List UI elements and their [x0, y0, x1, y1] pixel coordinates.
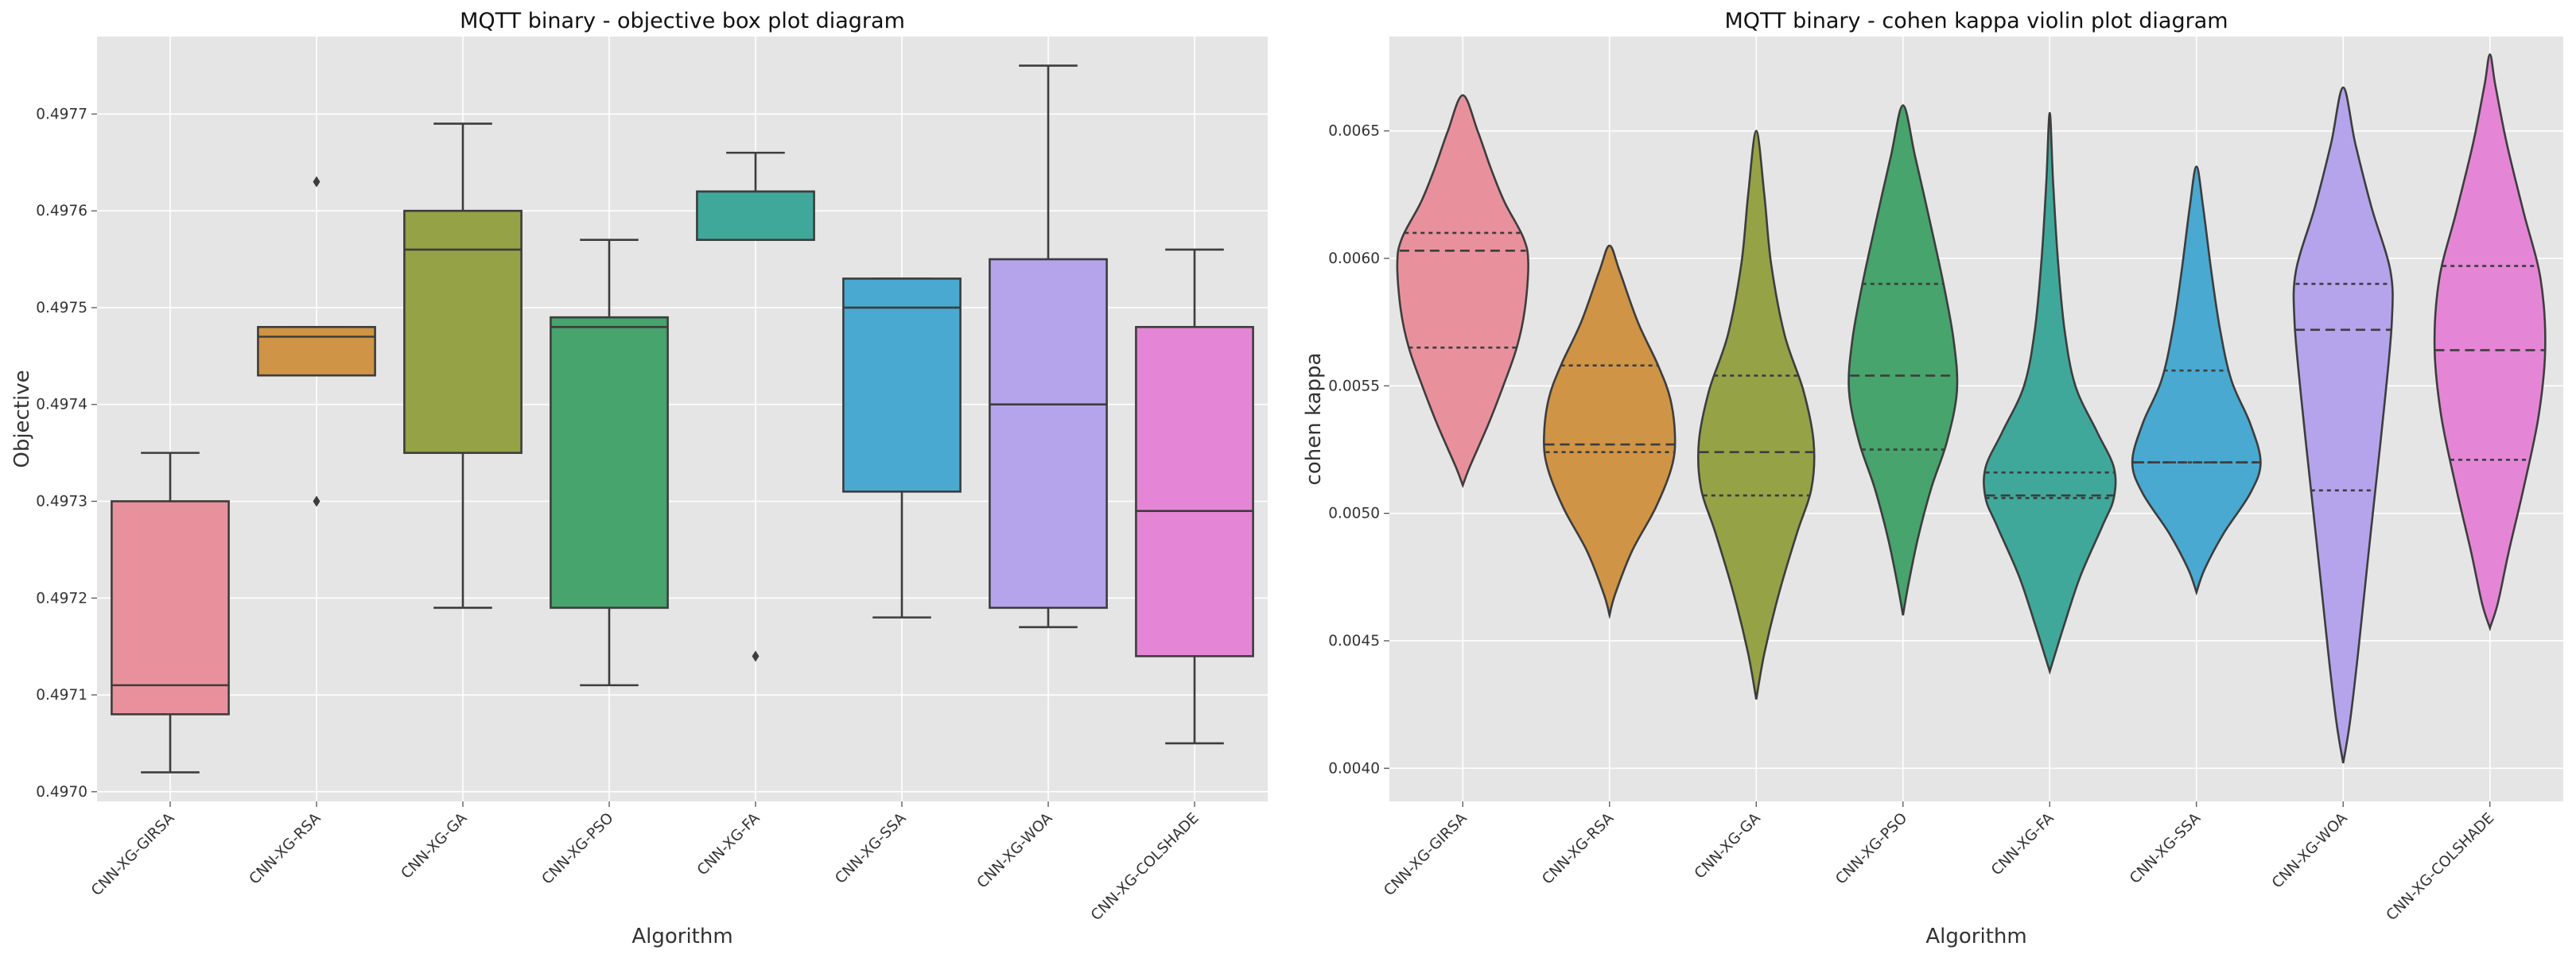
y-tick-label: 0.4977 — [36, 106, 87, 122]
violin-body — [1696, 130, 1816, 700]
y-axis-label-violin: cohen kappa — [1302, 353, 1326, 486]
y-tick-label: 0.4976 — [36, 203, 87, 219]
violin-body — [1396, 94, 1529, 489]
x-axis-label-violin: Algorithm — [1925, 925, 2026, 948]
outlier-marker — [313, 495, 321, 507]
x-tick-label: CNN-XG-COLSHADE — [2384, 810, 2498, 925]
outlier-marker — [752, 650, 760, 662]
x-tick-label: CNN-XG-RSA — [1539, 809, 1617, 887]
box-cnn-xg-ga — [403, 122, 523, 609]
violin-cnn-xg-ga — [1696, 130, 1816, 700]
x-tick-label: CNN-XG-GA — [398, 809, 471, 882]
iqr-box — [696, 190, 815, 242]
violin-body — [2292, 86, 2394, 764]
violin-body — [2433, 53, 2547, 632]
violin-cnn-xg-fa — [1983, 111, 2117, 675]
y-tick-label: 0.0065 — [1328, 123, 1380, 140]
violin-body — [1543, 244, 1677, 619]
box-cnn-xg-rsa — [257, 176, 376, 507]
x-tick-label: CNN-XG-WOA — [974, 809, 1056, 891]
iqr-box — [550, 316, 669, 609]
y-tick-label: 0.0050 — [1328, 506, 1380, 522]
box-cnn-xg-pso — [550, 239, 669, 687]
violin-cnn-xg-pso — [1847, 104, 1959, 616]
y-tick-label: 0.0060 — [1328, 250, 1380, 267]
x-tick-label: CNN-XG-PSO — [1832, 810, 1910, 888]
box-cnn-xg-girsa — [111, 452, 230, 774]
y-tick-label: 0.0055 — [1328, 378, 1380, 394]
violin-body — [1983, 111, 2117, 675]
y-tick-label: 0.0040 — [1328, 760, 1380, 777]
violin-body — [2131, 165, 2262, 596]
violin-cnn-xg-woa — [2292, 86, 2394, 764]
chart-title-violin: MQTT binary - cohen kappa violin plot di… — [1724, 9, 2228, 33]
objective-box-plot: 0.4970 0.4971 0.4972 0.4973 0.4974 0.4975 0.49… — [10, 9, 1268, 948]
x-tick-label: CNN-XG-COLSHADE — [1088, 810, 1203, 925]
box-cnn-xg-fa — [696, 151, 815, 662]
x-ticks-violin: CNN-XG-GIRSA CNN-XG-RSA CNN-XG-GA CNN-XG-PS… — [1381, 801, 2497, 924]
violins-group — [1396, 53, 2547, 764]
y-tick-label: 0.0045 — [1328, 633, 1380, 650]
y-tick-label: 0.4974 — [36, 397, 87, 413]
y-axis-label-box: Objective — [10, 370, 34, 467]
x-tick-label: CNN-XG-FA — [694, 809, 763, 879]
x-tick-label: CNN-XG-RSA — [247, 809, 324, 887]
iqr-box — [1135, 326, 1254, 657]
violin-body — [1847, 104, 1959, 616]
y-tick-label: 0.4975 — [36, 300, 87, 316]
violin-cnn-xg-girsa — [1396, 94, 1529, 489]
x-tick-label: CNN-XG-GIRSA — [1381, 809, 1471, 899]
iqr-box — [111, 500, 230, 716]
iqr-box — [842, 277, 962, 493]
box-cnn-xg-ssa — [842, 277, 962, 619]
violin-cnn-xg-colshade — [2433, 53, 2547, 632]
chart-title-box: MQTT binary - objective box plot diagram — [460, 9, 905, 33]
x-tick-label: CNN-XG-PSO — [539, 810, 617, 888]
box-cnn-xg-colshade — [1135, 248, 1254, 745]
y-tick-label: 0.4973 — [36, 494, 87, 510]
iqr-box — [989, 258, 1108, 609]
boxes-group — [111, 64, 1254, 774]
box-cnn-xg-woa — [989, 64, 1108, 629]
y-tick-label: 0.4971 — [36, 687, 87, 704]
x-axis-label-box: Algorithm — [631, 925, 732, 948]
iqr-box — [257, 326, 376, 377]
cohen-kappa-violin-plot: 0.0040 0.0045 0.0050 0.0055 0.0060 0.0065 CNN… — [1302, 9, 2563, 948]
y-tick-label: 0.4972 — [36, 590, 87, 607]
x-tick-label: CNN-XG-GA — [1692, 809, 1764, 882]
y-ticks-violin: 0.0040 0.0045 0.0050 0.0055 0.0060 0.0065 — [1328, 123, 1389, 777]
x-tick-label: CNN-XG-SSA — [2127, 809, 2204, 886]
iqr-box — [403, 209, 523, 454]
x-tick-label: CNN-XG-GIRSA — [88, 809, 178, 899]
x-tick-label: CNN-XG-FA — [1988, 809, 2057, 879]
violin-cnn-xg-rsa — [1543, 244, 1677, 619]
outlier-marker — [313, 176, 321, 188]
y-tick-label: 0.4970 — [36, 784, 87, 801]
x-tick-label: CNN-XG-SSA — [832, 809, 909, 886]
violin-cnn-xg-ssa — [2131, 165, 2262, 596]
y-ticks-box: 0.4970 0.4971 0.4972 0.4973 0.4974 0.4975 0.49… — [36, 106, 97, 801]
x-ticks-box: CNN-XG-GIRSA CNN-XG-RSA CNN-XG-GA CNN-XG-PS… — [88, 801, 1203, 924]
x-tick-label: CNN-XG-WOA — [2269, 809, 2351, 891]
